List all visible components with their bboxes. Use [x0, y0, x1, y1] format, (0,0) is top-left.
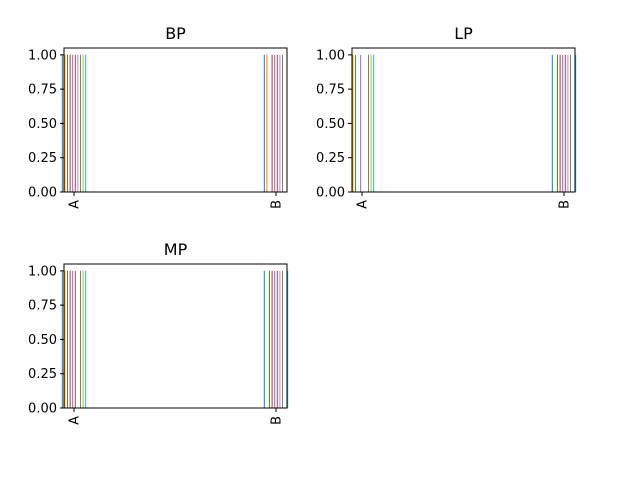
y-tick-label: 0.25 [28, 151, 57, 166]
subplot-title: LP [454, 24, 473, 43]
y-tick-label: 0.50 [316, 117, 345, 132]
x-tick-label-b: B [558, 200, 573, 209]
y-tick-label: 0.75 [28, 83, 57, 98]
y-tick-label: 1.00 [316, 48, 345, 63]
subplot-title: MP [164, 240, 188, 259]
y-tick-label: 0.00 [28, 186, 57, 201]
axes-frame [63, 47, 288, 193]
y-tick-label: 0.25 [28, 367, 57, 382]
y-tick-label: 0.00 [316, 186, 345, 201]
y-tick-label: 0.25 [316, 151, 345, 166]
y-tick-label: 0.75 [316, 83, 345, 98]
y-tick-label: 0.00 [28, 402, 57, 417]
x-tick-label-a: A [68, 416, 83, 425]
subplot-bp: 0.00 0.25 0.50 0.75 1.00 A B BP [28, 24, 288, 209]
x-tick-label-b: B [270, 200, 285, 209]
y-tick-label: 0.75 [28, 299, 57, 314]
subplot-mp: 0.00 0.25 0.50 0.75 1.00 A B MP [28, 240, 289, 425]
x-tick-label-a: A [68, 200, 83, 209]
subplot-lp: 0.00 0.25 0.50 0.75 1.00 A B LP [316, 24, 577, 209]
axes-frame [63, 263, 288, 409]
y-tick-label: 0.50 [28, 117, 57, 132]
y-tick-label: 1.00 [28, 48, 57, 63]
x-tick-label-a: A [356, 200, 371, 209]
axes-frame [351, 47, 576, 193]
y-tick-label: 1.00 [28, 264, 57, 279]
y-tick-label: 0.50 [28, 333, 57, 348]
subplot-title: BP [165, 24, 186, 43]
x-tick-label-b: B [270, 416, 285, 425]
